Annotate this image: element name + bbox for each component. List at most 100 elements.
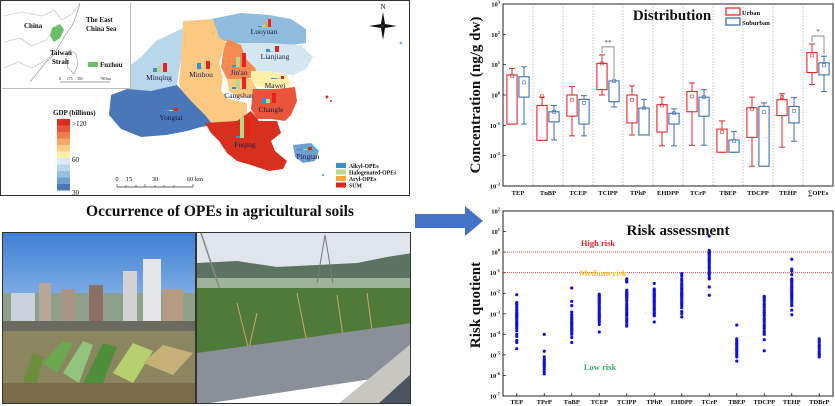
mean-marker (540, 94, 544, 99)
svg-text:China Sea: China Sea (86, 25, 117, 33)
x-tick-label: TPhP (646, 399, 662, 406)
fuzhou-highlight (50, 24, 64, 42)
x-tick-label: TEHP (779, 190, 797, 197)
box-iqr (578, 98, 590, 125)
risk-point (790, 308, 794, 312)
risk-point (762, 320, 766, 324)
risk-point (790, 299, 794, 304)
district-label: Minhou (189, 70, 213, 79)
x-tick-label: TBEP (720, 190, 737, 197)
risk-series-tnbp (570, 286, 574, 345)
risk-point (570, 286, 574, 290)
risk-point (597, 320, 601, 324)
mean-marker (600, 61, 604, 66)
risk-point (652, 314, 656, 318)
box-urban (806, 43, 818, 86)
x-tick-label: TEP (510, 399, 523, 406)
y-tick-label: 100 (491, 248, 501, 257)
x-tick-label: TCIPP (598, 190, 618, 197)
risk-point (542, 372, 546, 376)
box-iqr (776, 99, 788, 117)
risk-point (762, 305, 766, 310)
district-label: Pingtan (297, 152, 320, 161)
risk-point (762, 299, 766, 304)
box-urban (686, 82, 698, 146)
risk-point (790, 303, 794, 308)
risk-point (515, 340, 519, 345)
district-changle-region (251, 87, 297, 121)
mean-marker (552, 109, 556, 114)
x-tick-label: TCrP (690, 190, 706, 197)
gdp-swatch (57, 125, 70, 132)
gdp-swatch (57, 158, 70, 165)
medium-risk-label: Medium risk (580, 268, 627, 278)
significance-label: * (816, 28, 820, 36)
risk-point (790, 269, 794, 273)
risk-point (707, 234, 711, 238)
mean-marker (762, 110, 766, 115)
box-iqr (638, 107, 650, 136)
risk-point (680, 274, 684, 278)
suburban-field-photo (196, 232, 411, 404)
map-scale-bar: 0 15 30 60 km (115, 176, 203, 188)
x-tick-label: TDCPP (753, 399, 775, 406)
box-urban (776, 93, 788, 148)
risk-series-ehdpp (680, 272, 684, 319)
x-tick-label: EHDPP (671, 399, 693, 406)
mean-marker (642, 106, 646, 110)
north-arrow-icon: N (369, 3, 397, 40)
risk-point (817, 340, 821, 345)
box-urban (716, 120, 728, 153)
significance-bracket (811, 35, 825, 55)
map-panel: Luoyuan Lianjiang Minqing Minhou Jin'an … (0, 0, 410, 196)
risk-plot-frame (502, 210, 834, 397)
x-tick-label: TCEP (591, 399, 608, 406)
risk-point (570, 303, 574, 308)
box-iqr (596, 62, 608, 91)
x-tick-label: TPrP (537, 399, 552, 406)
risk-assessment-chart: Risk quotient 10-7 10-6 10-5 10-4 10-3 10-2 10… (468, 207, 834, 406)
dist-y-axis-label: Concentration (ng/g dw) (468, 17, 484, 174)
gdp-swatch (57, 177, 70, 184)
district-label: Minqing (146, 73, 172, 82)
risk-point (597, 330, 601, 334)
mean-marker (822, 63, 826, 68)
x-tick-label: TCrP (701, 399, 717, 406)
gdp-swatch (57, 145, 70, 152)
risk-point (515, 334, 519, 338)
risk-point (570, 299, 574, 304)
gdp-tick-label: 60 (72, 156, 80, 164)
risk-point (762, 349, 766, 353)
mean-marker (720, 130, 724, 134)
box-suburban (578, 95, 590, 137)
box-iqr (548, 111, 560, 123)
x-tick-label: TCIPP (617, 399, 637, 406)
district-label: Luoyuan (251, 27, 278, 36)
risk-point (680, 315, 684, 319)
risk-point (762, 332, 766, 336)
risk-point (542, 355, 546, 359)
risk-series-tdbrp (817, 337, 821, 359)
risk-point (762, 338, 766, 342)
y-tick-label: 102 (491, 30, 501, 39)
gdp-swatch (57, 184, 70, 191)
risk-point (625, 314, 629, 318)
y-tick-label: 10-4 (490, 330, 501, 339)
x-tick-label: TEP (512, 190, 525, 197)
box-iqr (656, 104, 668, 133)
risk-series-tprp (542, 332, 546, 376)
risk-series-tcrp (707, 234, 711, 297)
x-tick-label: EHDPP (657, 190, 679, 197)
risk-series-tcep (597, 292, 601, 334)
svg-text:Aryl-OPEs: Aryl-OPEs (349, 177, 377, 183)
y-tick-label: 100 (491, 91, 501, 100)
risk-series-tphp (652, 281, 656, 324)
mean-marker (810, 53, 814, 58)
risk-point (515, 347, 519, 351)
mean-marker (612, 79, 616, 83)
svg-text:175: 175 (67, 77, 73, 81)
box-iqr (536, 104, 548, 141)
x-tick-label: TBEP (728, 399, 745, 406)
risk-series-tbep (735, 323, 739, 363)
mean-marker (702, 95, 706, 99)
